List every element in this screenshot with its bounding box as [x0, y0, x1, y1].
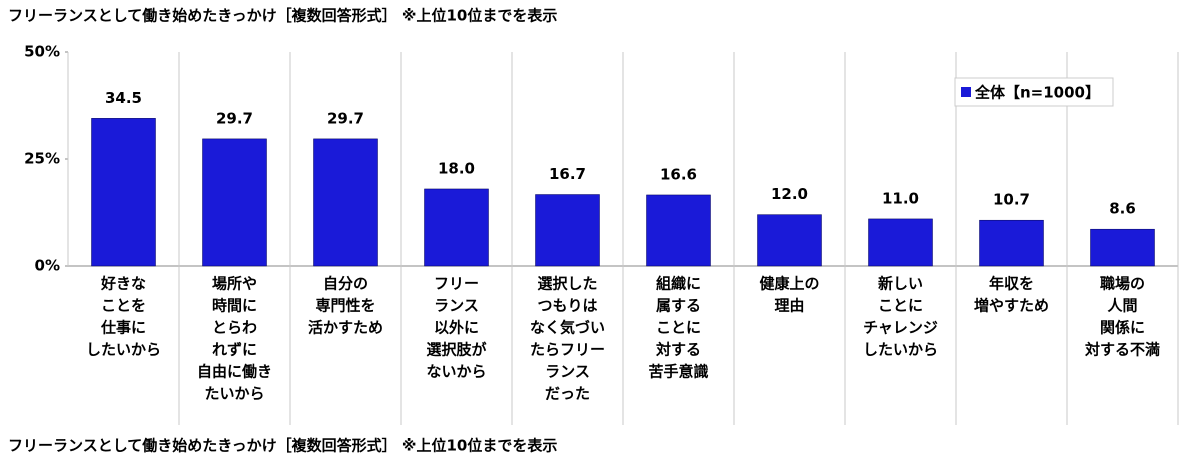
value-label: 8.6: [1109, 200, 1136, 218]
x-tick-label: 人間: [1107, 297, 1137, 315]
value-label: 29.7: [327, 109, 364, 127]
y-tick-label: 0%: [35, 257, 60, 275]
value-label: 34.5: [105, 89, 142, 107]
bar: [757, 214, 822, 267]
y-tick-label: 50%: [24, 43, 60, 61]
bar: [646, 194, 711, 267]
x-tick-label: ないから: [426, 363, 486, 381]
x-tick-label: だった: [545, 385, 590, 403]
x-tick-label: 新しい: [878, 275, 923, 293]
bar: [979, 219, 1044, 267]
x-tick-label: 活かすため: [308, 319, 383, 337]
bar: [313, 138, 378, 267]
x-tick-label: ことに: [656, 319, 701, 337]
bar: [202, 138, 267, 267]
x-tick-label: 関係に: [1100, 319, 1145, 337]
bar: [1090, 228, 1155, 267]
x-tick-label: 選択肢が: [426, 341, 487, 359]
x-tick-label: 自分の: [323, 275, 368, 293]
x-tick-label: 対する不満: [1084, 341, 1160, 359]
bar: [868, 218, 933, 267]
x-tick-label: 仕事に: [100, 319, 146, 337]
x-tick-label: 時間に: [212, 297, 257, 315]
x-tick-label: ことに: [878, 297, 923, 315]
x-tick-label: 理由: [774, 297, 804, 315]
value-label: 12.0: [771, 185, 808, 203]
x-tick-label: 対する: [655, 341, 701, 359]
x-tick-label: したいから: [863, 341, 938, 359]
x-tick-label: 場所や: [212, 275, 257, 293]
x-tick-label: たらフリー: [530, 341, 605, 359]
x-tick-label: 増やすため: [974, 297, 1049, 315]
x-tick-label: フリー: [434, 275, 479, 293]
x-tick-label: 属する: [656, 297, 701, 315]
value-label: 11.0: [882, 189, 919, 207]
value-label: 29.7: [216, 109, 253, 127]
value-label: 18.0: [438, 159, 475, 177]
x-tick-label: チャレンジ: [863, 319, 938, 337]
bar: [424, 188, 489, 267]
x-tick-label: たいから: [204, 385, 264, 403]
legend-swatch: [961, 87, 971, 97]
x-tick-label: 好きな: [100, 275, 146, 293]
x-tick-label: 職場の: [1100, 275, 1145, 293]
x-tick-label: れずに: [212, 341, 257, 359]
bar: [91, 118, 156, 267]
legend-label: 全体【n=1000】: [974, 84, 1100, 102]
x-tick-label: つもりは: [537, 297, 597, 315]
y-tick-label: 25%: [24, 150, 60, 168]
x-tick-label: 組織に: [656, 275, 701, 293]
x-tick-label: 年収を: [989, 275, 1034, 293]
x-tick-label: 苦手意識: [648, 363, 708, 381]
bar: [535, 194, 600, 267]
x-tick-label: したいから: [86, 341, 161, 359]
chart-title: フリーランスとして働き始めたきっかけ［複数回答形式］ ※上位10位までを表示: [8, 7, 557, 25]
x-tick-label: とらわ: [212, 319, 257, 337]
x-tick-label: なく気づい: [530, 319, 605, 337]
chart-footnote: フリーランスとして働き始めたきっかけ［複数回答形式］ ※上位10位までを表示: [8, 437, 557, 455]
value-label: 16.7: [549, 165, 586, 183]
value-label: 16.6: [660, 165, 697, 183]
x-tick-label: 専門性を: [315, 297, 375, 315]
x-tick-label: 自由に働き: [197, 363, 272, 381]
x-tick-label: 選択した: [537, 275, 597, 293]
x-tick-label: ランス: [434, 297, 479, 315]
x-tick-label: ことを: [101, 297, 146, 315]
x-tick-label: 健康上の: [759, 275, 819, 293]
value-label: 10.7: [993, 191, 1030, 209]
x-tick-label: ランス: [545, 363, 590, 381]
x-tick-label: 以外に: [434, 319, 479, 337]
legend-box: [954, 77, 1114, 107]
